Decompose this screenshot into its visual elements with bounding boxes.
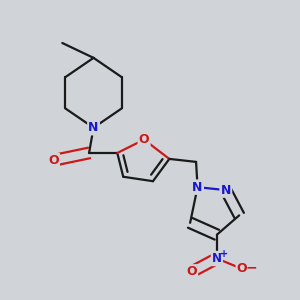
Text: N: N [212, 252, 222, 265]
Text: O: O [48, 154, 59, 167]
Text: N: N [88, 121, 99, 134]
Text: N: N [192, 181, 203, 194]
Text: N: N [220, 184, 231, 196]
Text: −: − [246, 260, 257, 274]
Text: O: O [237, 262, 248, 275]
Text: +: + [220, 249, 228, 259]
Text: O: O [139, 133, 149, 146]
Text: O: O [186, 266, 197, 278]
